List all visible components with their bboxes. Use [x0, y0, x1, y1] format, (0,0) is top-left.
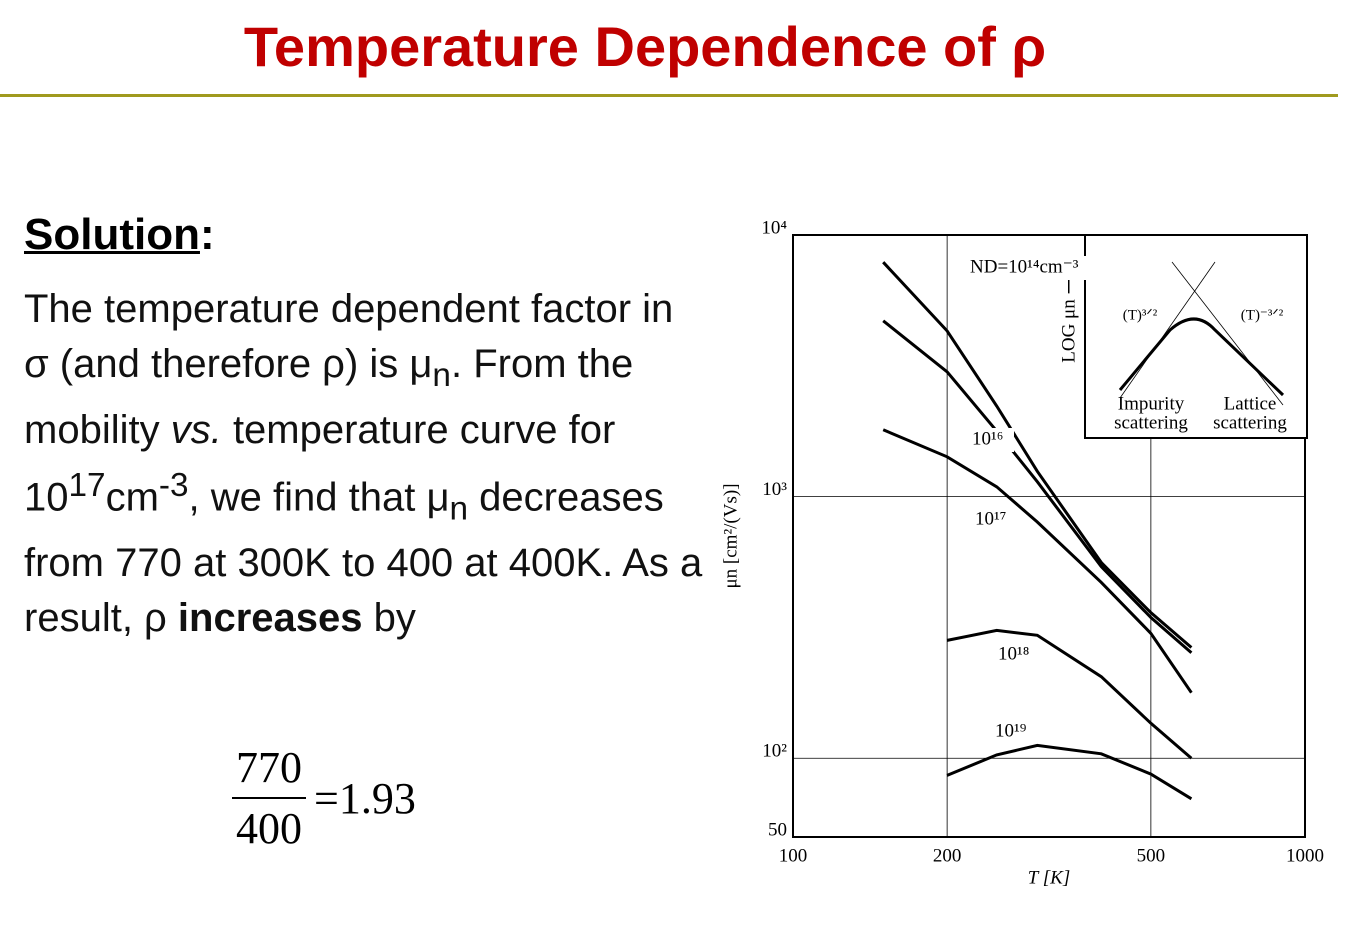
text: , we find that μ [188, 475, 450, 520]
inset-regime-label: Impurity [1118, 393, 1185, 414]
title-rule [0, 94, 1338, 97]
plot-frame [792, 234, 1306, 838]
mobility-curve [882, 319, 1193, 654]
label-background [966, 256, 1104, 280]
label-background [968, 428, 1014, 452]
text: decreases from 770 at 300K to 400 at 400… [24, 475, 703, 641]
inset-box [1084, 234, 1308, 439]
x-tick-label: 1000 [1286, 845, 1324, 866]
mobility-curve [882, 261, 1193, 649]
inset-asymptote [1119, 261, 1216, 399]
bold-text: increases [177, 596, 363, 641]
curve-label: ND=10¹⁴cm⁻³ [970, 256, 1079, 277]
label-background [991, 720, 1037, 744]
y-tick-label: 10⁴ [761, 217, 787, 238]
label-background [994, 643, 1040, 667]
y-tick-label: 10³ [762, 479, 787, 500]
fraction: 770 400 [232, 742, 306, 854]
x-tick-label: 100 [779, 845, 808, 866]
inset-asymptote [1171, 261, 1284, 406]
solution-body: The temperature dependent factor in σ (a… [24, 282, 704, 646]
text: The temperature dependent factor in σ (a… [24, 287, 674, 386]
slide-title: Temperature Dependence of ρ [243, 15, 1047, 78]
x-tick-label: 500 [1137, 845, 1166, 866]
subscript: n [449, 490, 469, 528]
inset-slope-label: (T)⁻³ᐟ² [1241, 307, 1284, 323]
superscript: 17 [68, 467, 106, 504]
equation: 770 400 =1.93 [232, 742, 416, 854]
inset-regime-label: scattering [1213, 412, 1287, 433]
subscript: n [432, 357, 451, 394]
curve-label: 10¹⁹ [995, 720, 1027, 741]
text: cm [105, 475, 159, 520]
equation-result: =1.93 [314, 773, 416, 823]
inset-slope-label: (T)³ᐟ² [1123, 307, 1158, 323]
inset-regime-label: Lattice [1224, 393, 1277, 414]
y-tick-label: 10² [762, 741, 787, 762]
text: . From the mobility [24, 342, 634, 452]
inset-regime-label: scattering [1114, 412, 1188, 433]
denominator: 400 [236, 804, 302, 853]
numerator: 770 [232, 742, 306, 799]
y-tick-label: 50 [768, 819, 787, 840]
heading-colon: : [199, 210, 215, 259]
inset-axis-label: LOG μn ⟶ [1058, 267, 1079, 362]
text: temperature curve for 10 [24, 408, 616, 520]
mobility-curve [882, 428, 1193, 694]
y-axis-label: μn [cm²/(Vs)] [720, 483, 741, 588]
x-tick-label: 200 [933, 845, 962, 866]
heading-text: Solution [24, 210, 200, 259]
x-axis-label: T [K] [1028, 867, 1070, 888]
mobility-curve [946, 743, 1193, 801]
text: by [362, 596, 416, 641]
italic-text: vs. [170, 408, 222, 452]
solution-heading: Solution: [24, 210, 215, 260]
superscript: -3 [158, 467, 189, 504]
curve-label: 10¹⁶ [972, 428, 1003, 449]
mobility-curve [946, 628, 1193, 760]
curve-label: 10¹⁷ [975, 508, 1006, 529]
label-background [971, 508, 1017, 532]
inset-curve [1118, 317, 1285, 397]
curve-label: 10¹⁸ [998, 643, 1029, 664]
